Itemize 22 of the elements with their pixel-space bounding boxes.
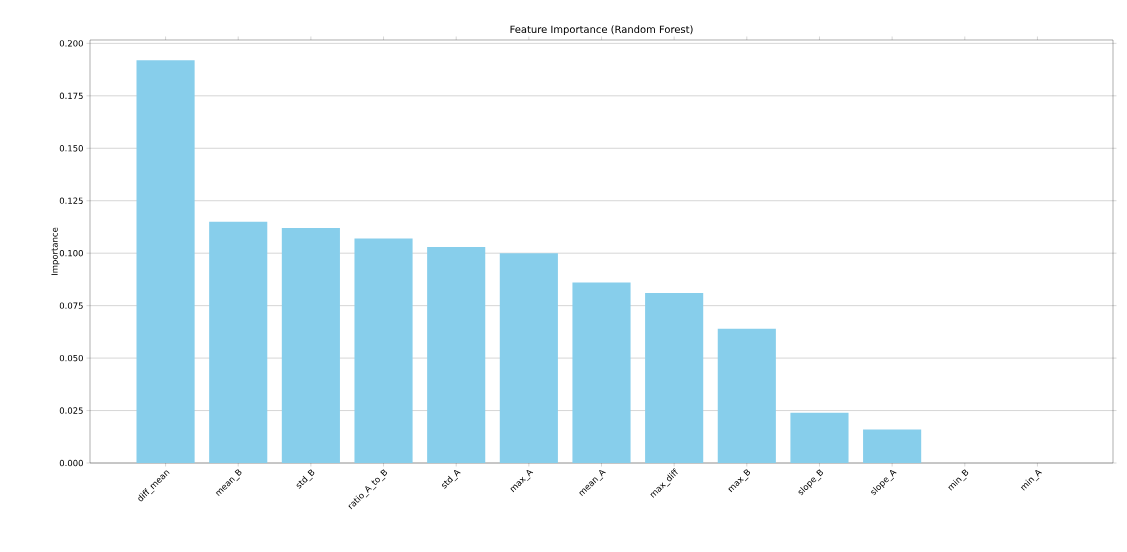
y-tick-label: 0.100 [59,249,83,257]
bar [572,282,631,463]
bar [209,221,268,463]
bar [427,246,486,463]
y-tick-label: 0.000 [59,459,83,467]
y-tick-label: 0.075 [59,302,83,309]
y-tick-label: 0.025 [59,407,83,414]
y-tick-label: 0.125 [59,197,83,204]
bar [499,253,558,463]
y-tick-label: 0.050 [59,354,83,362]
bar [136,60,195,463]
bar [354,238,413,463]
bar [790,412,849,463]
bar [717,328,776,463]
y-axis-title: Importance [51,227,60,275]
bar [281,228,340,463]
bar [645,293,704,463]
bar [863,429,922,463]
y-tick-label: 0.175 [59,92,83,100]
y-tick-label: 0.150 [59,145,83,152]
y-tick-label: 0.200 [59,40,83,47]
chart-title: Feature Importance (Random Forest) [510,25,693,35]
